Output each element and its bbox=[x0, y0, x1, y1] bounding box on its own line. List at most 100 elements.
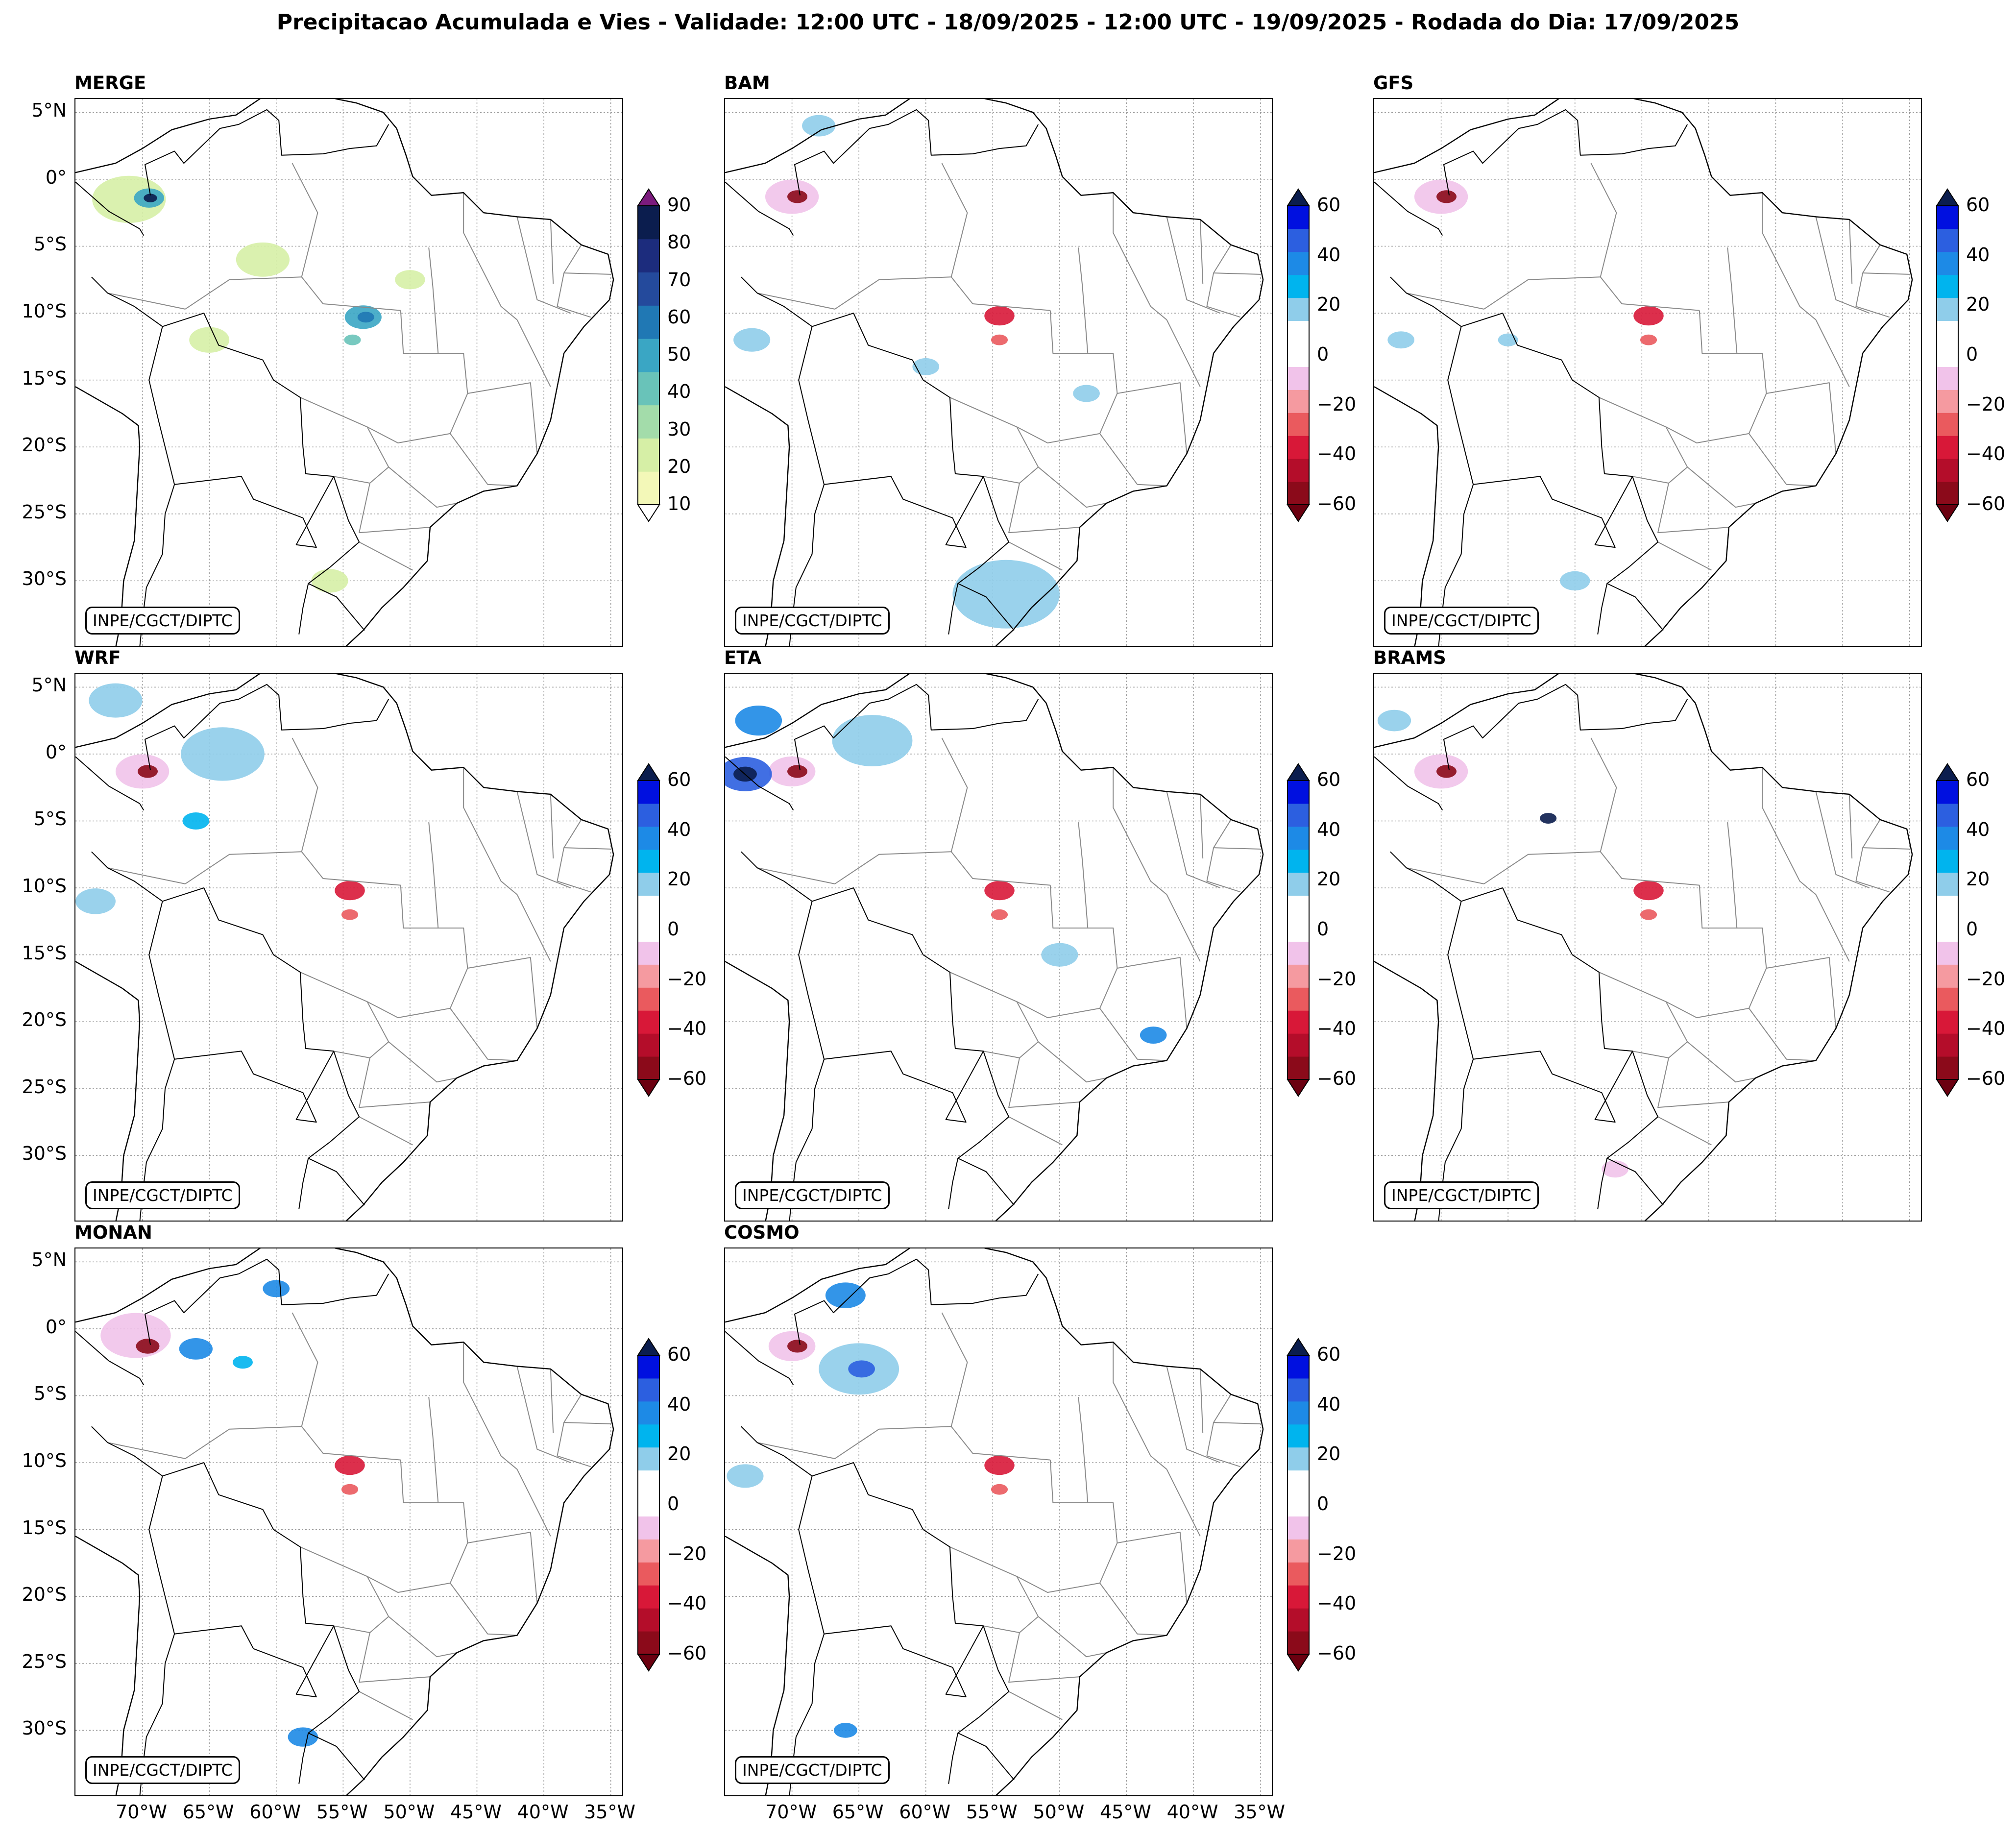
state-boundary bbox=[834, 276, 951, 310]
colorbar-tick-label: 40 bbox=[1317, 1393, 1341, 1415]
country-boundary bbox=[798, 326, 984, 548]
country-boundary bbox=[741, 276, 1015, 631]
colorbar-tick-label: 40 bbox=[667, 381, 691, 403]
colorbar-band bbox=[1287, 1539, 1309, 1563]
credit-label: INPE/CGCT/DIPTC bbox=[735, 1181, 890, 1209]
state-boundary bbox=[1166, 217, 1221, 314]
state-boundary bbox=[1632, 1001, 1688, 1058]
longitude-label: 35°W bbox=[584, 1801, 636, 1823]
precip-field bbox=[89, 683, 143, 718]
colorbar-band bbox=[638, 1562, 659, 1586]
colorbar-tick-label: −60 bbox=[1317, 1068, 1357, 1089]
colorbar-band bbox=[1937, 781, 1958, 804]
map-canvas bbox=[725, 674, 1272, 1221]
colorbar-tick-label: 60 bbox=[667, 306, 691, 328]
precip-field bbox=[735, 706, 782, 736]
state-boundary bbox=[1099, 1008, 1167, 1061]
precip-field bbox=[335, 880, 365, 901]
colorbar-extend-max bbox=[1936, 763, 1959, 781]
latitude-label: 20°S bbox=[22, 1009, 67, 1031]
state-boundary bbox=[1766, 957, 1837, 1028]
colorbar-band bbox=[638, 1033, 659, 1057]
colorbar-band bbox=[1287, 849, 1309, 873]
colorbar-band bbox=[1287, 251, 1309, 275]
state-boundary bbox=[359, 1632, 430, 1683]
state-boundary bbox=[1815, 894, 1850, 962]
state-boundary bbox=[757, 867, 835, 884]
state-boundary bbox=[359, 1057, 430, 1108]
state-boundary bbox=[1038, 1041, 1107, 1083]
state-boundary bbox=[550, 794, 554, 859]
state-boundary bbox=[1049, 310, 1118, 394]
colorbar-band bbox=[1287, 1516, 1309, 1540]
colorbar-band bbox=[638, 371, 659, 406]
colorbar-band bbox=[1287, 1585, 1309, 1609]
colorbar-band bbox=[638, 964, 659, 988]
precip-field bbox=[100, 1313, 171, 1358]
colorbar-band bbox=[638, 305, 659, 339]
precip-field bbox=[802, 115, 836, 137]
country-boundary bbox=[145, 109, 389, 196]
precip-field bbox=[1436, 765, 1457, 778]
latitude-label: 15°S bbox=[22, 1516, 67, 1539]
state-boundary bbox=[1008, 483, 1080, 534]
state-boundary bbox=[359, 1691, 413, 1720]
colorbar-band bbox=[1937, 482, 1958, 505]
precip-field bbox=[848, 1360, 875, 1378]
colorbar-band bbox=[638, 1608, 659, 1632]
map-canvas bbox=[75, 99, 622, 646]
colorbar-frame bbox=[637, 780, 660, 1080]
colorbar-frame bbox=[637, 205, 660, 505]
latitude-label: 0° bbox=[45, 166, 67, 188]
state-boundary bbox=[949, 1542, 1118, 1593]
colorbar-band bbox=[1287, 1447, 1309, 1471]
state-boundary bbox=[1206, 847, 1241, 893]
country-boundary bbox=[725, 181, 794, 236]
precip-field bbox=[1640, 334, 1657, 345]
country-boundary bbox=[1374, 181, 1443, 236]
colorbar-band bbox=[638, 206, 659, 240]
colorbar-tick-label: 70 bbox=[667, 269, 691, 291]
colorbar-extend-max bbox=[637, 188, 660, 206]
panel-title-merge: MERGE bbox=[74, 73, 146, 94]
latitude-label: 0° bbox=[45, 1316, 67, 1338]
longitude-label: 60°W bbox=[899, 1801, 951, 1823]
colorbar-extend-max bbox=[1936, 188, 1959, 206]
state-boundary bbox=[400, 885, 468, 969]
state-boundary bbox=[557, 1422, 591, 1467]
colorbar-tick-label: −20 bbox=[667, 968, 707, 990]
state-boundary bbox=[1599, 393, 1767, 443]
coastline bbox=[75, 99, 614, 646]
state-boundary bbox=[463, 1342, 518, 1470]
colorbar-band bbox=[638, 272, 659, 306]
country-boundary bbox=[948, 1733, 959, 1784]
state-boundary bbox=[388, 1041, 457, 1083]
colorbar-tick-label: 20 bbox=[667, 868, 691, 890]
state-boundary bbox=[1406, 867, 1484, 884]
latitude-label: 5°N bbox=[31, 1249, 67, 1271]
colorbar-band bbox=[638, 941, 659, 965]
map-canvas bbox=[75, 1248, 622, 1795]
state-boundary bbox=[1213, 245, 1261, 275]
state-boundary bbox=[463, 767, 518, 895]
state-boundary bbox=[983, 1001, 1039, 1058]
colorbar-band bbox=[638, 1401, 659, 1425]
precip-field bbox=[991, 1484, 1008, 1495]
country-boundary bbox=[91, 851, 365, 1206]
state-boundary bbox=[300, 1542, 468, 1593]
colorbar-band bbox=[1287, 436, 1309, 459]
precip-field bbox=[1073, 385, 1100, 402]
state-boundary bbox=[1008, 541, 1063, 571]
precip-field bbox=[179, 1338, 213, 1360]
credit-label: INPE/CGCT/DIPTC bbox=[85, 1756, 240, 1784]
colorbar-tick-label: 40 bbox=[1317, 818, 1341, 840]
state-boundary bbox=[950, 1426, 1050, 1461]
precip-field bbox=[1387, 331, 1414, 349]
state-boundary bbox=[1008, 1057, 1080, 1108]
state-boundary bbox=[1078, 247, 1089, 354]
precip-field bbox=[232, 1356, 253, 1369]
map-panel-brams: INPE/CGCT/DIPTC bbox=[1373, 673, 1922, 1222]
colorbar-band bbox=[1937, 320, 1958, 344]
precip-field bbox=[92, 175, 166, 223]
country-boundary bbox=[794, 1258, 1039, 1345]
